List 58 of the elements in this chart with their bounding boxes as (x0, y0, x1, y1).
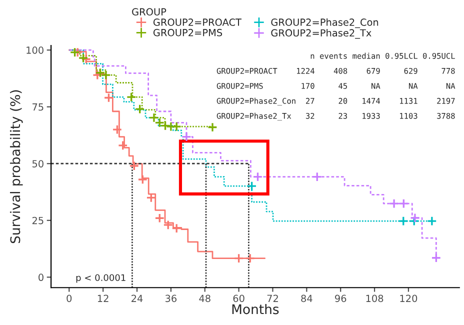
point (409, 216, 420, 226)
point (431, 252, 442, 263)
y-tick-label: 100 (26, 46, 44, 54)
point (126, 92, 136, 102)
point (234, 253, 244, 264)
point (70, 47, 80, 58)
x-tick-label: 24 (132, 294, 143, 302)
point (81, 54, 92, 64)
point (252, 172, 263, 182)
point (104, 92, 114, 103)
point (245, 253, 256, 264)
point (246, 181, 257, 192)
point (181, 132, 192, 142)
point (172, 223, 182, 234)
x-tick-label: 96 (335, 294, 346, 302)
y-axis-title: Survival probability (%) (10, 90, 23, 244)
x-tick-label: 84 (301, 294, 312, 302)
y-tick-label: 75 (32, 103, 44, 111)
point (426, 216, 437, 226)
point (208, 122, 218, 132)
point (163, 220, 174, 230)
y-tick-label: 50 (32, 160, 44, 168)
legend-label: GROUP2=Phase2_Tx (271, 29, 372, 39)
point (78, 52, 88, 63)
legend-label: GROUP2=PMS (153, 28, 222, 36)
x-tick-label: 48 (199, 294, 210, 302)
point (118, 140, 128, 150)
point (95, 68, 106, 78)
point (134, 104, 145, 114)
point (398, 198, 409, 209)
legend-label: GROUP2=PROACT (153, 18, 242, 26)
point (92, 70, 102, 80)
x-tick-label: 0 (66, 294, 72, 302)
point (410, 212, 420, 223)
point (154, 118, 165, 128)
point (148, 112, 159, 123)
annotation: p < 0.0001 (76, 274, 126, 283)
y-tick-label: 25 (32, 216, 44, 224)
legend-label: GROUP2=Phase2_Con (271, 18, 378, 28)
point (112, 124, 122, 135)
x-axis-title: Months (232, 304, 279, 314)
x-tick-label: 108 (366, 294, 384, 302)
point (100, 70, 111, 80)
x-tick-label: 120 (400, 294, 418, 302)
y-tick-label: 0 (38, 274, 44, 282)
point (172, 122, 182, 132)
point (312, 172, 322, 182)
legend-title: GROUP (132, 8, 166, 16)
point (138, 174, 148, 185)
point (398, 216, 408, 226)
x-tick-label: 12 (98, 294, 108, 302)
point (389, 198, 400, 209)
x-tick-label: 72 (267, 294, 278, 302)
x-tick-label: 60 (233, 294, 244, 302)
x-tick-label: 36 (165, 294, 177, 302)
point (129, 160, 140, 171)
point (154, 213, 165, 224)
point (160, 120, 170, 131)
